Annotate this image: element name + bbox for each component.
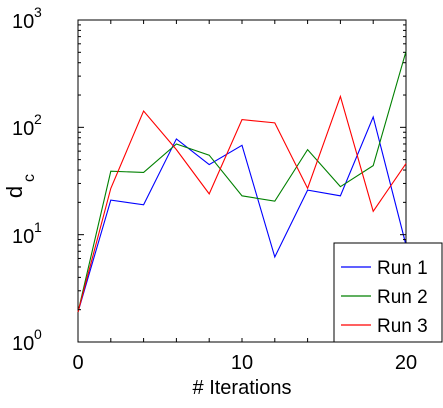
x-axis-label: # Iterations: [193, 377, 292, 399]
svg-text:c: c: [21, 174, 38, 182]
legend-label-run-3: Run 3: [377, 316, 428, 337]
x-tick-label: 20: [395, 352, 417, 374]
y-tick-label: 10 2: [12, 111, 42, 140]
x-tick-label: 10: [231, 352, 253, 374]
svg-text:10: 10: [12, 226, 34, 248]
series-layer: [77, 51, 407, 313]
svg-text:3: 3: [34, 4, 42, 20]
svg-text:1: 1: [34, 219, 42, 235]
series-line-run-2: [77, 51, 407, 313]
legend-label-run-1: Run 1: [377, 258, 428, 279]
svg-text:d: d: [2, 186, 27, 198]
svg-text:0: 0: [34, 326, 42, 342]
y-tick-label: 10 3: [12, 4, 42, 33]
series-line-run-3: [77, 94, 407, 313]
svg-text:10: 10: [12, 118, 34, 140]
series-line-run-1: [77, 115, 407, 313]
svg-text:10: 10: [12, 333, 34, 355]
x-tick-label: 0: [72, 352, 83, 374]
svg-text:10: 10: [12, 11, 34, 33]
y-tick-label: 10 1: [12, 219, 42, 248]
legend-label-run-2: Run 2: [377, 287, 428, 308]
svg-text:2: 2: [34, 111, 42, 127]
y-tick-label: 10 0: [12, 326, 42, 355]
legend: Run 1 Run 2 Run 3: [333, 242, 443, 343]
y-axis-label: d c: [2, 174, 38, 198]
